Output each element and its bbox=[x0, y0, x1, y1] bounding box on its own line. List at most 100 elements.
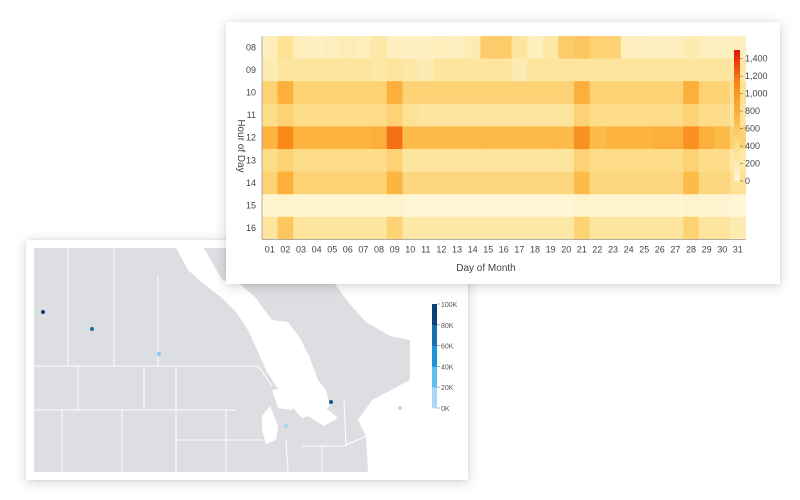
heatmap-cell bbox=[698, 81, 715, 105]
heatmap-cell bbox=[496, 149, 512, 172]
legend-segment bbox=[432, 366, 437, 388]
heatmap-cell bbox=[433, 58, 450, 82]
map-point bbox=[398, 406, 402, 410]
heatmap-cell bbox=[293, 58, 310, 82]
heatmap-cell bbox=[371, 36, 388, 59]
heatmap-cell bbox=[542, 194, 559, 218]
heatmap-cell bbox=[262, 194, 278, 218]
lake-michigan bbox=[262, 406, 278, 444]
heatmap-cell bbox=[683, 126, 700, 150]
heatmap-cell bbox=[511, 216, 528, 240]
x-axis-ticks: 01 02 03 04 05 06 07 08 09 10 11 12 13 14 15 16 17 18 19 20… bbox=[262, 238, 746, 254]
heatmap-cell bbox=[464, 171, 481, 195]
heatmap-cell bbox=[340, 58, 356, 82]
map-point bbox=[90, 327, 94, 331]
heatmap-cell bbox=[527, 58, 544, 82]
heatmap-cell bbox=[340, 126, 356, 150]
heatmap-cell bbox=[683, 149, 700, 172]
heatmap-cell bbox=[496, 103, 512, 127]
heatmap-cell bbox=[683, 81, 700, 105]
heatmap-cell bbox=[402, 194, 419, 218]
x-tick-label: 28 bbox=[686, 244, 696, 254]
heatmap-cell bbox=[574, 103, 590, 127]
heatmap-cell bbox=[698, 36, 715, 59]
heatmap-cell bbox=[277, 58, 294, 82]
heatmap-cell bbox=[262, 103, 278, 127]
heatmap-cell bbox=[324, 126, 341, 150]
heatmap-cell bbox=[698, 126, 715, 150]
heatmap-cell bbox=[683, 216, 700, 240]
heatmap-cell bbox=[433, 149, 450, 172]
y-tick-label: 13 bbox=[246, 155, 256, 165]
heatmap-cell bbox=[293, 149, 310, 172]
heatmap-cell bbox=[324, 194, 341, 218]
heatmap-cell bbox=[542, 36, 559, 59]
y-axis-label: Hour of Day bbox=[235, 119, 246, 172]
lake-superior bbox=[272, 388, 298, 410]
heatmap-cell bbox=[620, 149, 637, 172]
heatmap-cell bbox=[386, 171, 403, 195]
heatmap-cell bbox=[262, 149, 278, 172]
heatmap-cell bbox=[418, 171, 434, 195]
heatmap-cell bbox=[730, 194, 746, 218]
heatmap-cell bbox=[683, 36, 700, 59]
heatmap-card: 01 02 03 04 05 06 07 08 09 10 11 12 13 14 15 16 17 18 19 20… bbox=[226, 22, 780, 284]
map-point bbox=[157, 352, 161, 356]
x-tick-label: 21 bbox=[577, 244, 587, 254]
heatmap-cell bbox=[464, 81, 481, 105]
heatmap-cell bbox=[574, 36, 590, 59]
legend-segment bbox=[432, 304, 437, 326]
heatmap-cell bbox=[449, 216, 466, 240]
heatmap-cell bbox=[277, 216, 294, 240]
heatmap-cell bbox=[402, 58, 419, 82]
heatmap-cell bbox=[262, 58, 278, 82]
heatmap-cell bbox=[714, 194, 731, 218]
x-tick-label: 16 bbox=[499, 244, 509, 254]
heatmap-cell bbox=[542, 58, 559, 82]
x-tick-label: 23 bbox=[608, 244, 618, 254]
x-tick-label: 19 bbox=[546, 244, 556, 254]
heatmap-cell bbox=[433, 81, 450, 105]
heatmap-cell bbox=[667, 171, 684, 195]
heatmap-cell bbox=[636, 81, 653, 105]
heatmap-cell bbox=[324, 216, 341, 240]
heatmap-cell bbox=[574, 171, 590, 195]
heatmap-cell bbox=[308, 126, 325, 150]
heatmap-cell bbox=[480, 194, 497, 218]
legend-tick-label: 20K bbox=[441, 385, 454, 392]
colorbar-tick-label: 800 bbox=[745, 106, 760, 116]
heatmap-cell bbox=[511, 81, 528, 105]
heatmap-cell bbox=[449, 58, 466, 82]
heatmap-cell bbox=[589, 36, 606, 59]
heatmap-cell bbox=[308, 149, 325, 172]
heatmap-cell bbox=[308, 58, 325, 82]
colorbar-tick-label: 200 bbox=[745, 159, 760, 169]
heatmap-cell bbox=[402, 36, 419, 59]
heatmap-cell bbox=[340, 103, 356, 127]
heatmap-cell bbox=[433, 194, 450, 218]
heatmap-cell bbox=[667, 216, 684, 240]
heatmap-cell bbox=[714, 126, 731, 150]
heatmap-cell bbox=[652, 216, 668, 240]
heatmap-cell bbox=[542, 103, 559, 127]
heatmap-cell bbox=[527, 149, 544, 172]
heatmap-cell bbox=[355, 103, 372, 127]
heatmap-cell bbox=[652, 36, 668, 59]
heatmap-cell bbox=[340, 81, 356, 105]
heatmap-cell bbox=[589, 103, 606, 127]
map-points bbox=[41, 310, 402, 428]
map-point bbox=[329, 400, 333, 404]
heatmap-cell bbox=[464, 194, 481, 218]
heatmap-cell bbox=[308, 194, 325, 218]
heatmap-cell bbox=[636, 149, 653, 172]
heatmap-cell bbox=[277, 194, 294, 218]
heatmap-cell bbox=[480, 216, 497, 240]
heatmap-cell bbox=[277, 36, 294, 59]
heatmap-cell bbox=[620, 103, 637, 127]
heatmap-cell bbox=[605, 216, 622, 240]
heatmap-cell bbox=[277, 149, 294, 172]
heatmap-cell bbox=[589, 194, 606, 218]
heatmap-cell bbox=[277, 171, 294, 195]
heatmap-cell bbox=[527, 36, 544, 59]
heatmap-cell bbox=[496, 58, 512, 82]
